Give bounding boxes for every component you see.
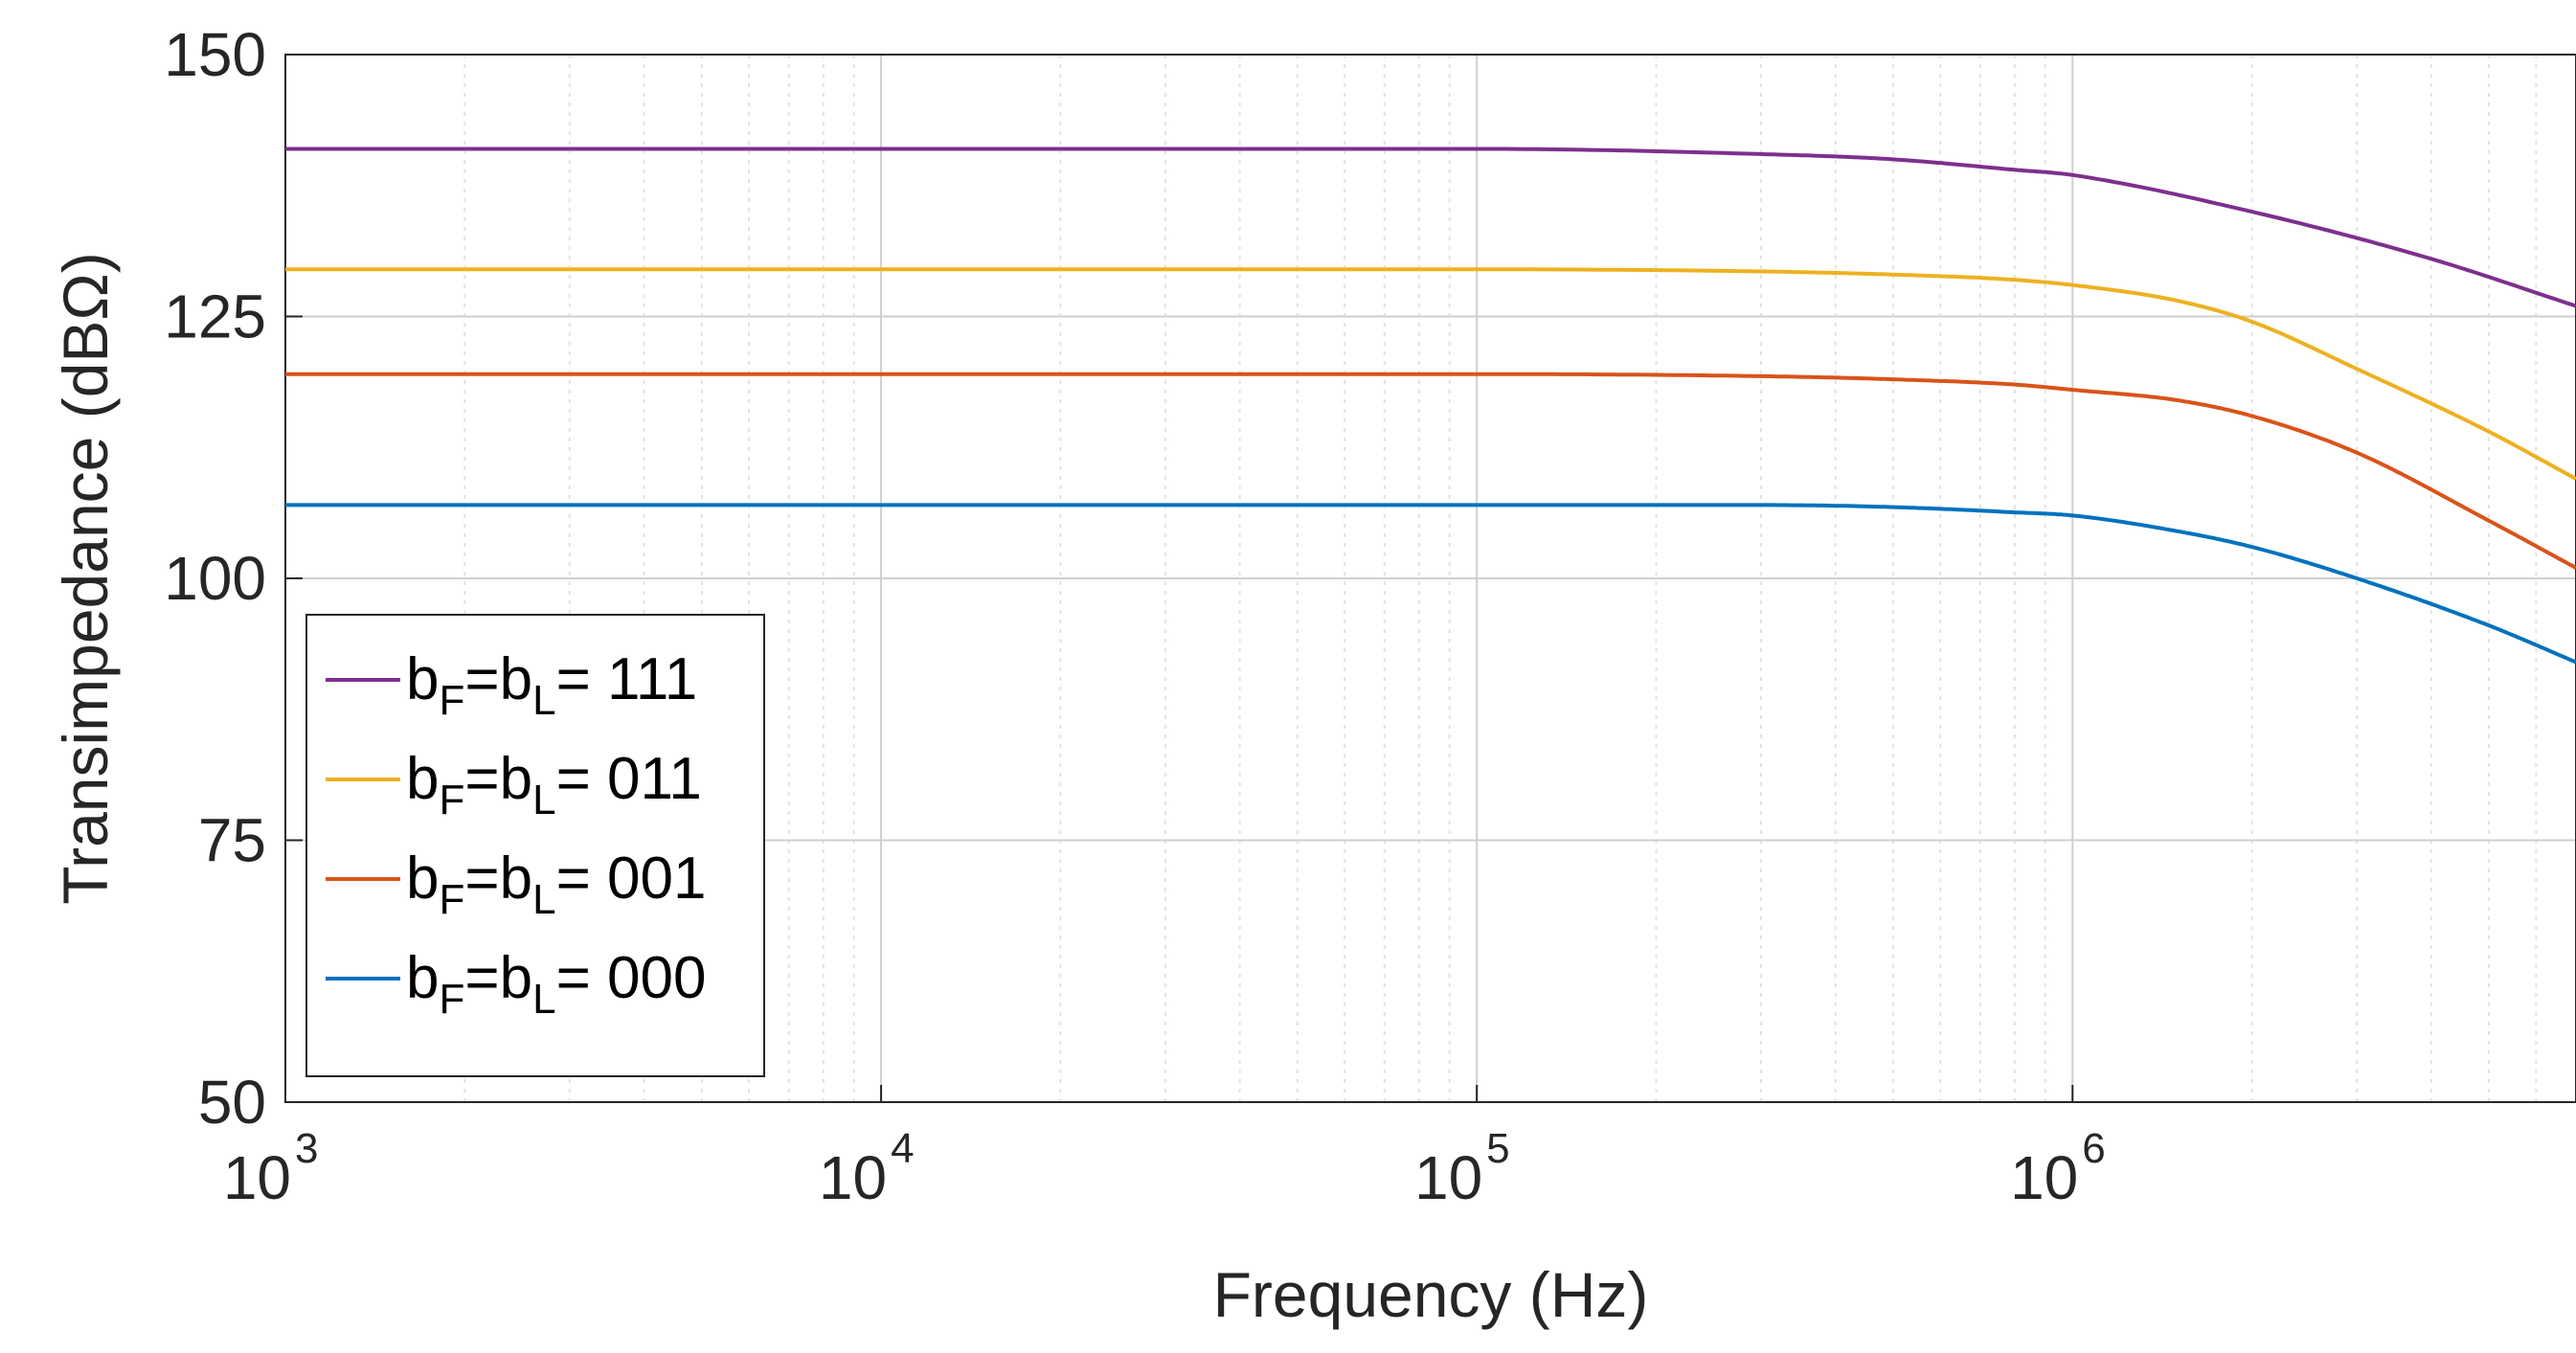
y-tick-label: 100 — [164, 544, 266, 613]
x-tick-exponent: 3 — [295, 1125, 318, 1172]
legend-label: bF=bL= 111 — [406, 646, 697, 724]
x-tick-base: 10 — [223, 1143, 291, 1212]
legend: bF=bL= 111 bF=bL= 011 bF=bL= 001 bF=bL= 000 — [305, 614, 765, 1077]
x-tick-base: 10 — [1414, 1143, 1482, 1212]
x-tick-labels: 10 3 10 4 10 5 10 6 — [223, 1085, 2106, 1212]
legend-item: bF=bL= 111 — [326, 646, 697, 724]
series-line — [285, 147, 2576, 308]
x-tick-exponent: 6 — [2082, 1125, 2105, 1172]
series-lines — [285, 147, 2576, 665]
x-tick-base: 10 — [819, 1143, 887, 1212]
x-tick-label: 10 4 — [819, 1125, 915, 1212]
x-tick-exponent: 4 — [891, 1125, 914, 1172]
legend-item: bF=bL= 001 — [326, 846, 706, 923]
y-tick-labels: 50 75 100 125 150 — [164, 20, 303, 1137]
legend-item: bF=bL= 000 — [326, 945, 706, 1023]
y-tick-label: 50 — [198, 1068, 266, 1137]
y-tick-label: 75 — [198, 806, 266, 875]
y-tick-label: 125 — [164, 282, 266, 351]
legend-box — [305, 614, 765, 1077]
x-tick-exponent: 5 — [1486, 1125, 1509, 1172]
x-axis-label: Frequency (Hz) — [1213, 1259, 1649, 1330]
legend-label: bF=bL= 000 — [406, 945, 706, 1023]
y-axis-label: Transimpedance (dBΩ) — [50, 252, 121, 905]
legend-label: bF=bL= 011 — [406, 746, 702, 823]
legend-label: bF=bL= 001 — [406, 846, 706, 923]
series-line — [285, 503, 2576, 665]
y-tick-label: 150 — [164, 20, 266, 89]
series-line — [285, 267, 2576, 481]
series-line — [285, 372, 2576, 570]
x-tick-label: 10 5 — [1414, 1125, 1510, 1212]
x-tick-label: 10 6 — [2010, 1125, 2106, 1212]
x-tick-label: 10 3 — [223, 1125, 319, 1212]
legend-item: bF=bL= 011 — [326, 746, 702, 823]
x-tick-base: 10 — [2010, 1143, 2078, 1212]
